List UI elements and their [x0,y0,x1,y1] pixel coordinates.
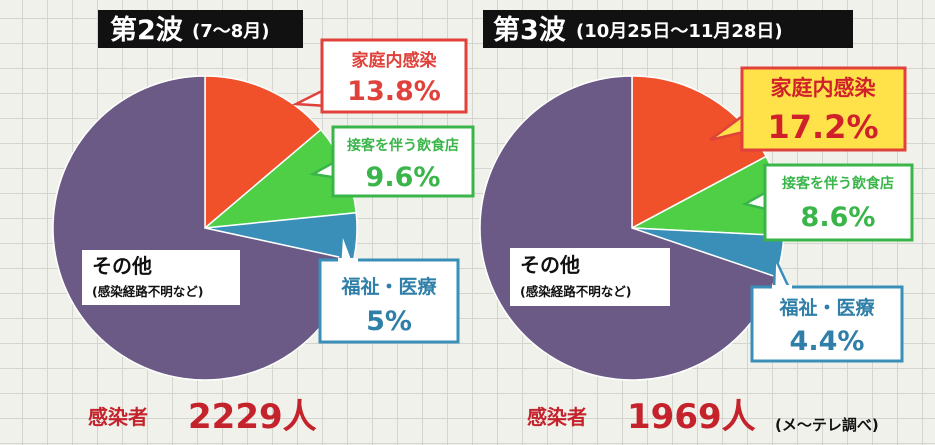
pie-slice-household-wave2 [204,75,322,230]
callout-value-restaurant-wave2: 9.6% [366,162,441,193]
callout-label-household-wave2: 家庭内感染 [352,50,437,71]
title-wave2: 第2波 (7〜8月) [98,10,303,48]
callout-label-restaurant-wave2: 接客を伴う飲食店 [347,137,459,154]
callout-label-welfare-wave2: 福祉・医療 [340,275,437,298]
title-wave3: 第3波 (10月25日〜11月28日) [483,10,853,48]
label-other-wave3: その他 (感染経路不明など) [510,248,670,306]
total-label-wave3: 感染者 [527,405,587,429]
callout-value-welfare-wave2: 5% [366,306,412,337]
total-wave3: 感染者 1969人 [527,397,756,437]
callout-restaurant-wave3: 接客を伴う飲食店 8.6% [741,163,914,242]
chart-subtitle-wave2: (7〜8月) [192,21,270,42]
pie1-slices [52,75,358,381]
pie-chart-wave2: 第2波 (7〜8月) 家庭内感染 13.8% 接客を伴う飲食店 9.6% 福祉・… [52,10,475,437]
label-other-main-wave3: その他 [520,253,580,277]
callout-value-household-wave2: 13.8% [347,76,441,107]
callout-welfare-wave2: 福祉・医療 5% [318,231,460,344]
total-value-wave3: 1969人 [627,397,756,437]
callout-label-restaurant-wave3: 接客を伴う飲食店 [782,175,894,192]
chart-title-wave2: 第2波 [110,14,184,46]
callout-restaurant-wave2: 接客を伴う飲食店 9.6% [309,125,475,198]
source-note: (メ〜テレ調べ) [775,416,879,434]
callout-household-wave3: 家庭内感染 17.2% [709,66,907,152]
chart-subtitle-wave3: (10月25日〜11月28日) [576,21,783,42]
total-label-wave2: 感染者 [88,405,148,429]
label-other-wave2: その他 (感染経路不明など) [82,250,240,305]
callout-value-restaurant-wave3: 8.6% [801,202,876,233]
title-box-wave2 [98,10,303,48]
callout-household-wave2: 家庭内感染 13.8% [291,38,468,114]
total-wave2: 感染者 2229人 [88,397,317,437]
callout-value-welfare-wave3: 4.4% [790,326,865,357]
callout-welfare-wave3: 福祉・医療 4.4% [750,257,904,363]
label-other-sub-wave2: (感染経路不明など) [92,284,203,299]
label-other-sub-wave3: (感染経路不明など) [520,284,631,299]
chart-title-wave3: 第3波 [493,14,567,46]
pie-chart-wave3: 第3波 (10月25日〜11月28日) 家庭内感染 17.2% 接客を伴う飲食店… [479,10,914,437]
label-other-main-wave2: その他 [92,254,152,278]
callout-value-household-wave3: 17.2% [767,108,878,146]
total-value-wave2: 2229人 [188,397,317,437]
title-box-wave3 [483,10,853,48]
callout-label-welfare-wave3: 福祉・医療 [778,296,875,319]
callout-label-household-wave3: 家庭内感染 [771,76,876,100]
